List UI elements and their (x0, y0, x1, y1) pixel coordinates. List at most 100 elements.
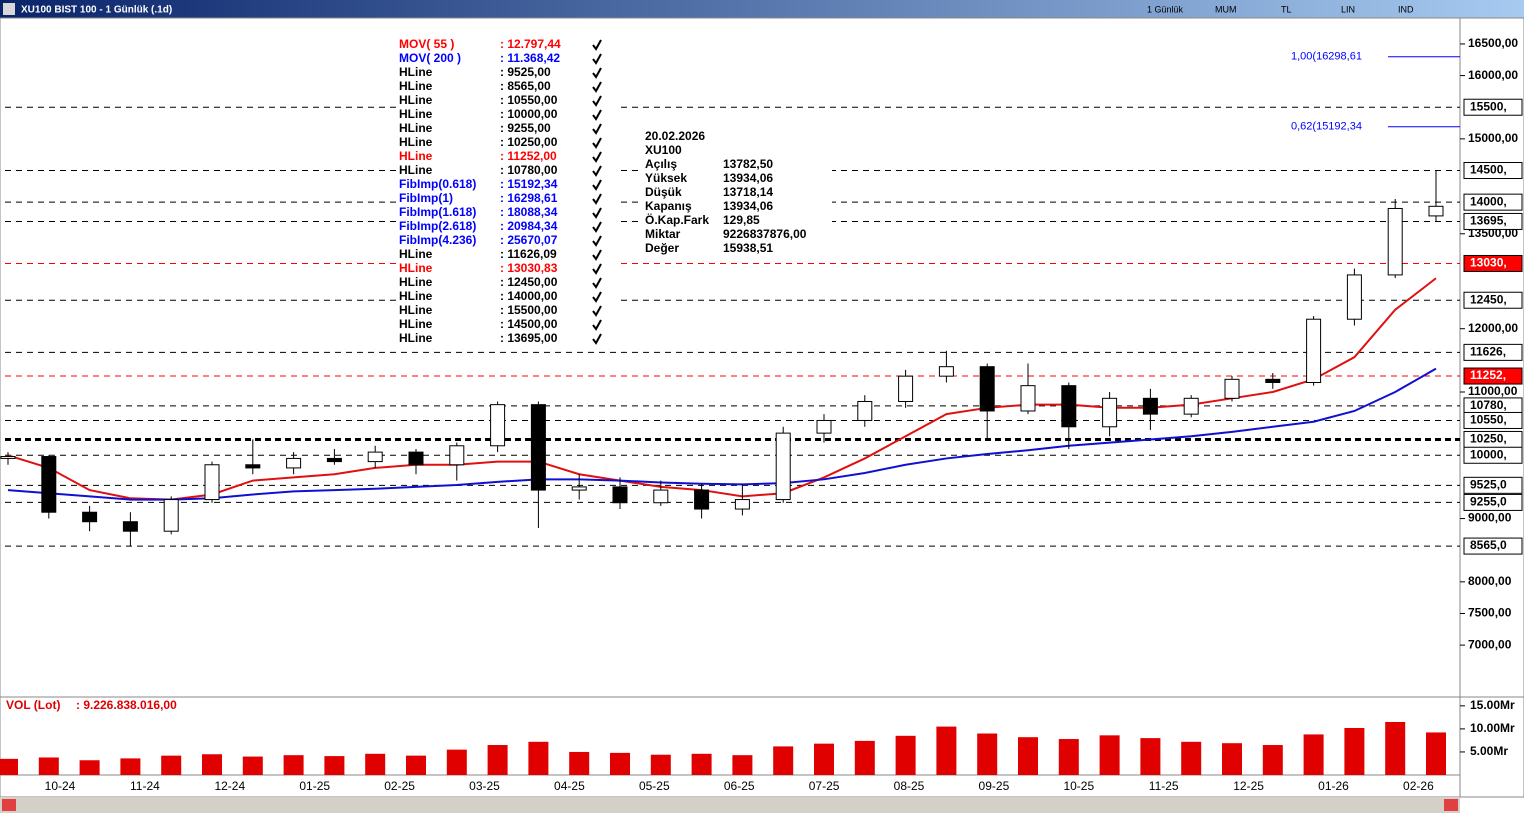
legend-name: HLine (399, 163, 433, 177)
volume-tick-label: 5.00Mr (1470, 744, 1508, 758)
legend-value: : 11626,09 (500, 247, 557, 261)
legend-check[interactable] (592, 193, 602, 205)
legend-value: : 12450,00 (500, 275, 558, 289)
info-label: Kapanış (645, 199, 692, 213)
legend-check[interactable] (592, 179, 602, 191)
info-label: Miktar (645, 227, 681, 241)
volume-bar (38, 757, 59, 775)
legend-value: : 9525,00 (500, 65, 551, 79)
legend-check[interactable] (592, 319, 602, 331)
legend-name: FibImp(0.618) (399, 177, 476, 191)
info-label: Açılış (645, 157, 677, 171)
legend-check[interactable] (592, 151, 602, 163)
candle-body (775, 432, 791, 501)
info-label: Ö.Kap.Fark (645, 212, 709, 227)
legend-check[interactable] (592, 123, 602, 135)
volume-name: VOL (Lot) (6, 698, 60, 712)
legend-check[interactable] (592, 277, 602, 289)
volume-bar (79, 760, 100, 775)
h-line-tag (1463, 476, 1523, 494)
candle-body (1428, 205, 1444, 217)
candle-body (245, 464, 261, 469)
scroll-right[interactable] (1444, 799, 1458, 811)
info-value: 9226837876,00 (723, 227, 807, 241)
legend-value: : 10250,00 (500, 135, 558, 149)
y-tick-label: 12000,00 (1468, 321, 1518, 335)
x-tick-label: 10-25 (1063, 779, 1094, 793)
volume-bar (324, 756, 345, 775)
info-value: 13718,14 (723, 185, 773, 199)
legend-value: : 9255,00 (500, 121, 551, 135)
legend-name: HLine (399, 65, 433, 79)
scroll-left[interactable] (2, 799, 16, 811)
candle-body (41, 456, 57, 513)
x-tick-label: 02-26 (1403, 779, 1434, 793)
info-value: 13934,06 (723, 171, 773, 185)
legend-check[interactable] (592, 249, 602, 261)
legend-name: HLine (399, 289, 433, 303)
legend-check[interactable] (592, 235, 602, 247)
h-line-tag (1463, 537, 1523, 555)
legend-check[interactable] (592, 53, 602, 65)
volume-bar (854, 740, 875, 775)
volume-bar (1344, 727, 1365, 775)
legend-check[interactable] (592, 333, 602, 345)
legend-check[interactable] (592, 81, 602, 93)
legend-check[interactable] (592, 95, 602, 107)
legend-value: : 25670,07 (500, 233, 558, 247)
legend-name: HLine (399, 79, 433, 93)
h-line-tag-label: 12450, (1470, 292, 1507, 306)
candle-body (163, 499, 179, 532)
legend-check[interactable] (592, 207, 602, 219)
toolbar-item[interactable]: 1 Günlük (1147, 4, 1184, 14)
legend-value: : 12.797,44 (500, 37, 561, 51)
legend-check[interactable] (592, 291, 602, 303)
legend-check[interactable] (592, 39, 602, 51)
toolbar-item[interactable]: TL (1281, 4, 1292, 14)
candle-body (367, 451, 383, 463)
x-tick-label: 12-25 (1233, 779, 1264, 793)
legend-name: HLine (399, 303, 433, 317)
toolbar-item[interactable]: MUM (1215, 4, 1237, 14)
legend-check[interactable] (592, 305, 602, 317)
candle-body (1265, 378, 1281, 383)
volume-bar (161, 755, 182, 775)
volume-bar (242, 756, 263, 775)
legend-check[interactable] (592, 137, 602, 149)
volume-bar (1426, 732, 1446, 775)
legend-name: HLine (399, 135, 433, 149)
candle-body (1387, 207, 1403, 276)
volume-bar (1222, 743, 1242, 775)
toolbar-item[interactable]: LIN (1341, 4, 1355, 14)
legend-check[interactable] (592, 67, 602, 79)
volume-value: : 9.226.838.016,00 (76, 698, 177, 712)
x-tick-label: 08-25 (894, 779, 925, 793)
toolbar-item[interactable]: IND (1398, 4, 1414, 14)
legend-check[interactable] (592, 109, 602, 121)
info-value: 129,85 (723, 213, 760, 227)
legend-check[interactable] (592, 263, 602, 275)
scroll-bar[interactable] (0, 797, 1460, 813)
close-button[interactable] (3, 3, 15, 15)
h-line-tag-label: 14500, (1470, 163, 1507, 177)
candle-body (898, 375, 914, 402)
legend-value: : 15500,00 (500, 303, 558, 317)
legend-name: MOV( 55 ) (399, 37, 454, 51)
candle-body (816, 419, 832, 434)
y-tick-label: 11000,00 (1468, 384, 1518, 398)
y-tick-label: 8000,00 (1468, 574, 1512, 588)
h-line-tag-label: 11252, (1470, 368, 1506, 382)
h-line-tag (1463, 193, 1523, 211)
fib-label: 1,00(16298,61 (1291, 51, 1362, 63)
candle-body (326, 457, 342, 463)
legend-name: HLine (399, 93, 433, 107)
h-line-tag-label: 15500, (1470, 99, 1507, 113)
candle-body (653, 489, 669, 504)
legend-check[interactable] (592, 221, 602, 233)
volume-bar (1303, 734, 1324, 775)
legend-check[interactable] (592, 165, 602, 177)
x-tick-label: 11-24 (130, 779, 160, 793)
legend-name: HLine (399, 317, 433, 331)
x-tick-label: 09-25 (979, 779, 1010, 793)
